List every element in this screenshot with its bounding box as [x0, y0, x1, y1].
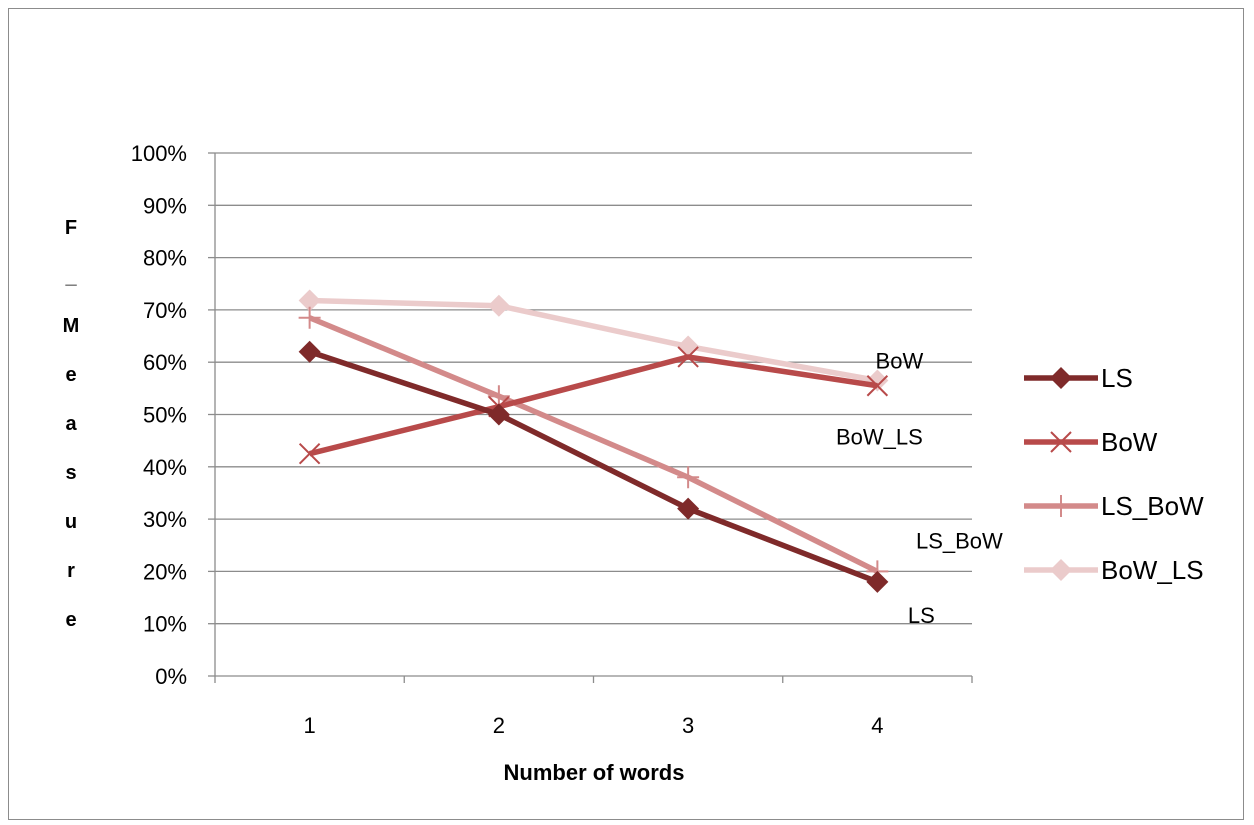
y-tick-label: 30% [143, 507, 187, 532]
legend-label: BoW [1101, 427, 1158, 457]
y-tick-label: 0% [155, 664, 187, 689]
data-point [487, 403, 510, 426]
data-point [487, 294, 510, 317]
data-point [298, 443, 321, 465]
data-point [1050, 495, 1072, 517]
data-point [677, 335, 700, 358]
x-axis-ticks: 1 2 3 4 [304, 713, 884, 738]
series-LS_BoW [298, 306, 889, 583]
data-point [298, 289, 321, 312]
legend: LS BoW LS_BoW BoW_LS [1024, 363, 1204, 585]
x-tick-label: 1 [304, 713, 316, 738]
y-tick-label: 50% [143, 403, 187, 428]
data-point [1050, 431, 1072, 453]
legend-item-LS_BoW: LS_BoW [1024, 491, 1204, 521]
y-tick-label: 70% [143, 298, 187, 323]
data-label: BoW_LS [836, 425, 923, 450]
y-axis-label-group: F _ Me a s u r e [63, 217, 80, 631]
legend-item-BoW_LS: BoW_LS [1024, 555, 1204, 585]
gridlines [208, 152, 973, 683]
y-tick-label: 100% [131, 141, 187, 166]
y-axis-ticks: 0% 10% 20% 30% 40% 50% 60% 70% 80% 90% 100% [131, 141, 187, 689]
series-LS [298, 340, 889, 593]
y-axis-label-char: a [65, 413, 77, 435]
y-axis-label-char: u [65, 511, 77, 533]
y-tick-label: 80% [143, 246, 187, 271]
y-tick-label: 90% [143, 193, 187, 218]
legend-label: LS [1101, 363, 1133, 393]
x-axis-label: Number of words [504, 760, 685, 785]
series-line [308, 354, 878, 457]
legend-label: BoW_LS [1101, 555, 1204, 585]
y-axis-label-char: F [65, 217, 77, 239]
y-tick-label: 40% [143, 455, 187, 480]
legend-item-LS: LS [1024, 363, 1133, 393]
y-axis-label-char: r [67, 560, 75, 582]
legend-item-BoW: BoW [1024, 427, 1158, 457]
series-group [298, 289, 889, 593]
annotations: LS BoW LS_BoW BoW_LS [836, 349, 1003, 628]
data-point [1050, 367, 1072, 389]
x-tick-label: 3 [682, 713, 694, 738]
data-label: LS [908, 603, 935, 628]
data-point [866, 375, 889, 397]
legend-label: LS_BoW [1101, 491, 1204, 521]
y-tick-label: 10% [143, 612, 187, 637]
data-point [866, 570, 889, 593]
x-tick-label: 4 [871, 713, 883, 738]
data-label: BoW [876, 349, 924, 374]
y-axis-label-char: e [65, 609, 76, 631]
y-tick-label: 60% [143, 350, 187, 375]
series-line [309, 297, 878, 384]
data-point [298, 306, 321, 329]
data-point [1050, 559, 1072, 581]
x-tick-label: 2 [493, 713, 505, 738]
data-point [677, 497, 700, 520]
y-axis-label-char: e [65, 364, 76, 386]
y-axis-label-char: s [65, 462, 76, 484]
data-point [677, 466, 700, 489]
y-axis-label-char: M [63, 315, 80, 337]
y-tick-label: 20% [143, 559, 187, 584]
series-line [308, 349, 879, 585]
data-point [677, 346, 699, 368]
series-line [308, 315, 879, 574]
data-label: LS_BoW [916, 528, 1003, 553]
data-point [298, 340, 321, 363]
y-axis-label-char: _ [64, 266, 77, 288]
